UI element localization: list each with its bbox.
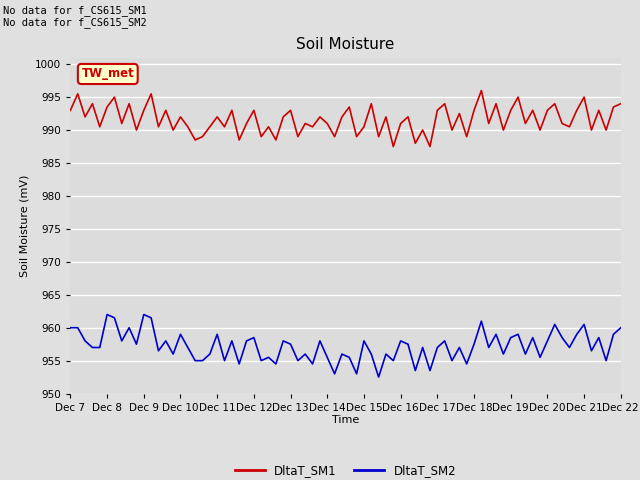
X-axis label: Time: Time	[332, 415, 359, 425]
Legend: DltaT_SM1, DltaT_SM2: DltaT_SM1, DltaT_SM2	[230, 459, 461, 480]
Y-axis label: Soil Moisture (mV): Soil Moisture (mV)	[20, 174, 29, 277]
Text: TW_met: TW_met	[81, 68, 134, 81]
Text: No data for f_CS615_SM1
No data for f_CS615_SM2: No data for f_CS615_SM1 No data for f_CS…	[3, 5, 147, 28]
Title: Soil Moisture: Soil Moisture	[296, 37, 395, 52]
